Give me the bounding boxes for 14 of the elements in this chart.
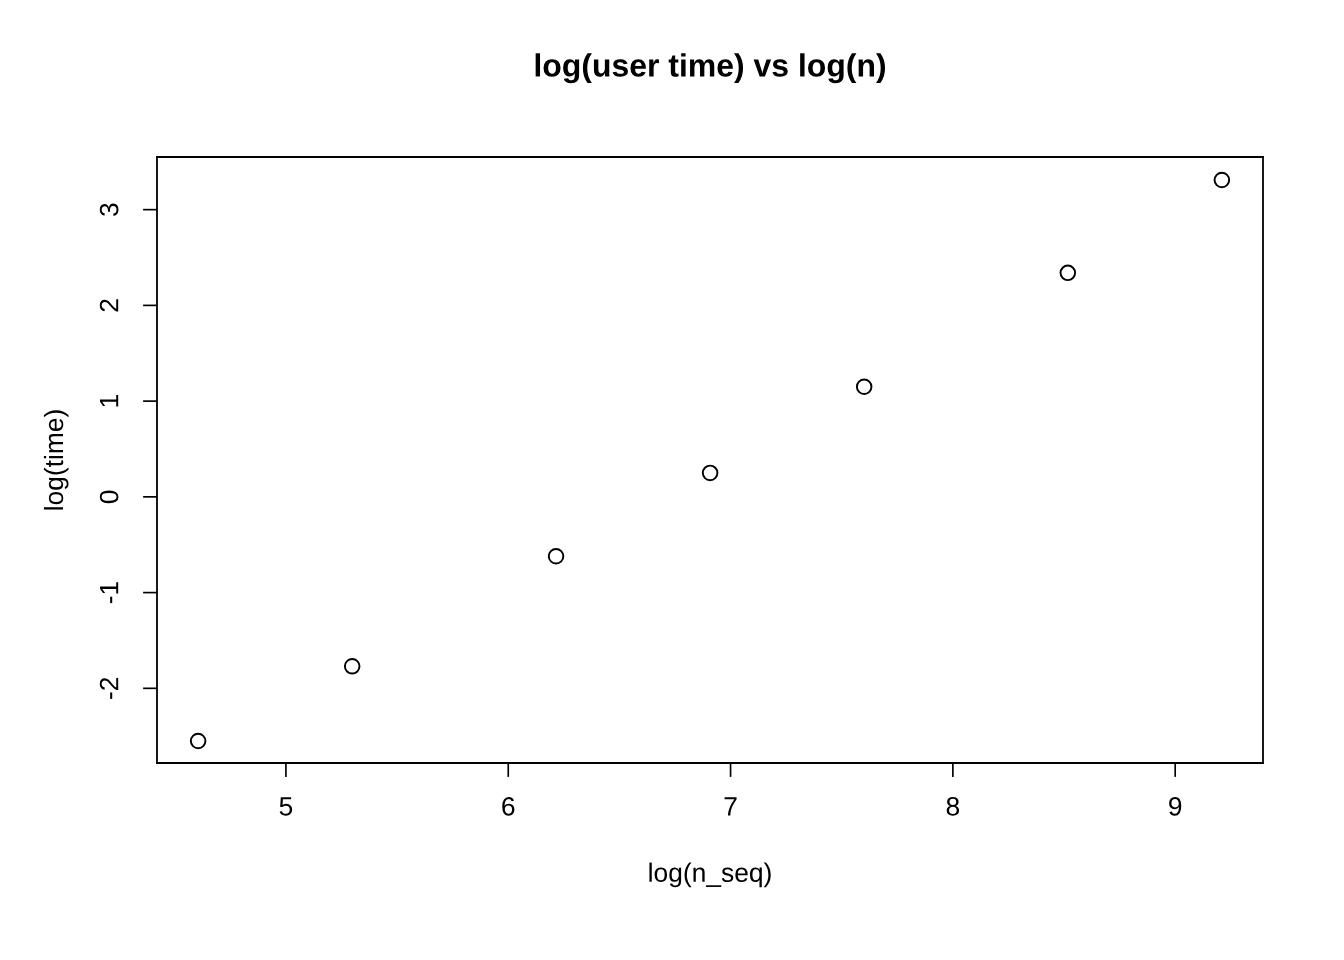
chart-title: log(user time) vs log(n) [535,53,886,84]
x-tick-label: 9 [1169,797,1182,816]
x-tick-label: 8 [946,797,960,816]
y-axis-title: log(time) [43,410,69,510]
x-tick-label: 5 [279,797,293,816]
x-tick-label: 7 [724,797,737,816]
y-tick-label: 3 [99,203,119,216]
y-tick-label: 0 [99,490,119,504]
y-tick-label: 2 [99,299,119,312]
x-axis-title: log(n_seq) [649,862,771,888]
y-tick-label: -1 [100,582,119,604]
y-tick-label: -2 [99,677,119,699]
y-tick-label: 1 [100,395,119,407]
x-tick-label: 6 [502,797,515,816]
